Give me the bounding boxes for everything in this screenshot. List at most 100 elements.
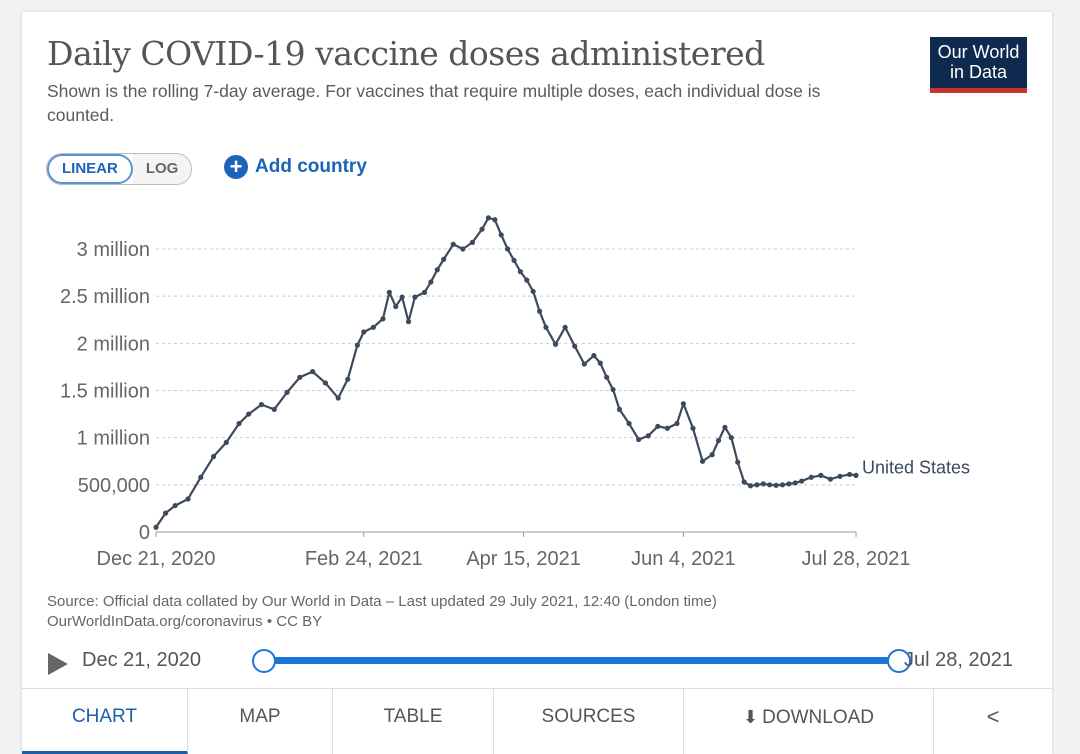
- data-point: [284, 389, 290, 395]
- tab-table[interactable]: TABLE: [333, 689, 494, 754]
- x-tick-label: Feb 24, 2021: [305, 548, 423, 570]
- data-point: [827, 476, 834, 482]
- data-point: [655, 423, 661, 429]
- data-point: [297, 374, 303, 380]
- data-point: [735, 459, 741, 465]
- share-button[interactable]: <: [934, 689, 1052, 754]
- data-point: [504, 246, 511, 252]
- data-point: [479, 226, 485, 232]
- data-point: [543, 324, 549, 330]
- tab-sources[interactable]: SOURCES: [494, 689, 684, 754]
- data-point: [153, 524, 159, 530]
- source-line: Source: Official data collated by Our Wo…: [47, 593, 717, 610]
- data-point: [741, 479, 747, 485]
- data-point: [441, 256, 447, 262]
- y-tick-label: 500,000: [78, 475, 150, 497]
- data-point: [754, 482, 760, 488]
- add-country-button[interactable]: + Add country: [224, 155, 367, 179]
- y-tick-label: 2 million: [77, 333, 150, 355]
- series-label-united-states: United States: [862, 457, 970, 477]
- tab-map[interactable]: MAP: [188, 689, 333, 754]
- data-point: [354, 342, 360, 348]
- data-point: [258, 402, 265, 408]
- data-point: [469, 239, 476, 245]
- chart-title: Daily COVID-19 vaccine doses administere…: [47, 34, 765, 73]
- data-point: [722, 424, 728, 430]
- data-point: [760, 481, 766, 487]
- chart-card: Daily COVID-19 vaccine doses administere…: [22, 12, 1052, 754]
- log-scale-button[interactable]: LOG: [132, 154, 192, 184]
- tab-download[interactable]: ⬇ DOWNLOAD: [684, 689, 934, 754]
- data-point: [246, 411, 252, 417]
- timeline-track[interactable]: [262, 657, 898, 664]
- data-point: [709, 452, 715, 458]
- linear-scale-button[interactable]: LINEAR: [47, 154, 133, 184]
- data-point: [271, 406, 277, 412]
- data-point: [185, 496, 191, 502]
- owid-logo[interactable]: Our World in Data: [930, 37, 1027, 93]
- tab-bar: CHART MAP TABLE SOURCES ⬇ DOWNLOAD <: [22, 688, 1052, 754]
- data-point: [236, 420, 242, 427]
- data-point: [498, 232, 504, 238]
- series-line-united-states: [155, 216, 857, 528]
- data-point: [604, 374, 610, 380]
- data-point: [853, 472, 859, 478]
- y-tick-label: 0: [139, 522, 150, 544]
- data-point: [562, 324, 568, 330]
- data-point: [172, 502, 178, 509]
- y-tick-label: 3 million: [77, 239, 150, 261]
- data-point: [434, 267, 440, 273]
- share-icon: <: [986, 704, 1000, 729]
- data-point: [511, 257, 517, 263]
- data-point: [412, 294, 418, 300]
- timeline: Dec 21, 2020 Jul 28, 2021: [44, 645, 1034, 677]
- source-link[interactable]: OurWorldInData.org/coronavirus • CC BY: [47, 613, 323, 630]
- add-country-label: Add country: [255, 156, 367, 177]
- data-point: [779, 482, 786, 488]
- data-point: [581, 361, 587, 367]
- timeline-start-label: Dec 21, 2020: [82, 649, 201, 671]
- logo-line-1: Our World: [937, 42, 1020, 62]
- data-point: [690, 425, 696, 431]
- y-tick-label: 2.5 million: [60, 286, 150, 308]
- plus-circle-icon: +: [224, 155, 248, 179]
- data-point: [450, 241, 456, 247]
- data-point: [636, 436, 642, 443]
- y-tick-label: 1.5 million: [60, 381, 150, 403]
- x-tick-label: Jul 28, 2021: [802, 548, 911, 570]
- data-point: [517, 269, 523, 275]
- play-icon[interactable]: [48, 653, 68, 675]
- data-point: [799, 478, 805, 484]
- data-point: [380, 316, 386, 322]
- download-icon: ⬇: [743, 707, 759, 727]
- data-point: [773, 482, 779, 488]
- data-point: [162, 510, 169, 516]
- data-point: [728, 435, 734, 441]
- data-point: [808, 474, 814, 480]
- data-point: [792, 480, 798, 486]
- data-point: [610, 386, 616, 393]
- data-point: [492, 217, 498, 223]
- timeline-start-handle[interactable]: [252, 649, 276, 673]
- data-point: [405, 319, 412, 325]
- timeline-end-handle[interactable]: [887, 649, 911, 673]
- data-point: [524, 277, 530, 283]
- data-point: [393, 303, 399, 310]
- data-point: [837, 473, 843, 479]
- data-point: [322, 380, 329, 386]
- data-point: [335, 395, 341, 401]
- data-point: [818, 472, 824, 478]
- x-tick-label: Apr 15, 2021: [466, 548, 581, 570]
- source-note: Source: Official data collated by Our Wo…: [47, 592, 717, 632]
- data-point: [847, 471, 853, 478]
- data-point: [767, 482, 773, 488]
- data-point: [597, 360, 603, 366]
- data-point: [536, 308, 543, 314]
- logo-line-2: in Data: [949, 62, 1008, 82]
- data-point: [715, 437, 722, 444]
- data-point: [460, 246, 466, 252]
- data-point: [370, 324, 376, 330]
- tab-chart[interactable]: CHART: [22, 689, 188, 754]
- data-point: [428, 279, 434, 285]
- data-point: [386, 289, 392, 295]
